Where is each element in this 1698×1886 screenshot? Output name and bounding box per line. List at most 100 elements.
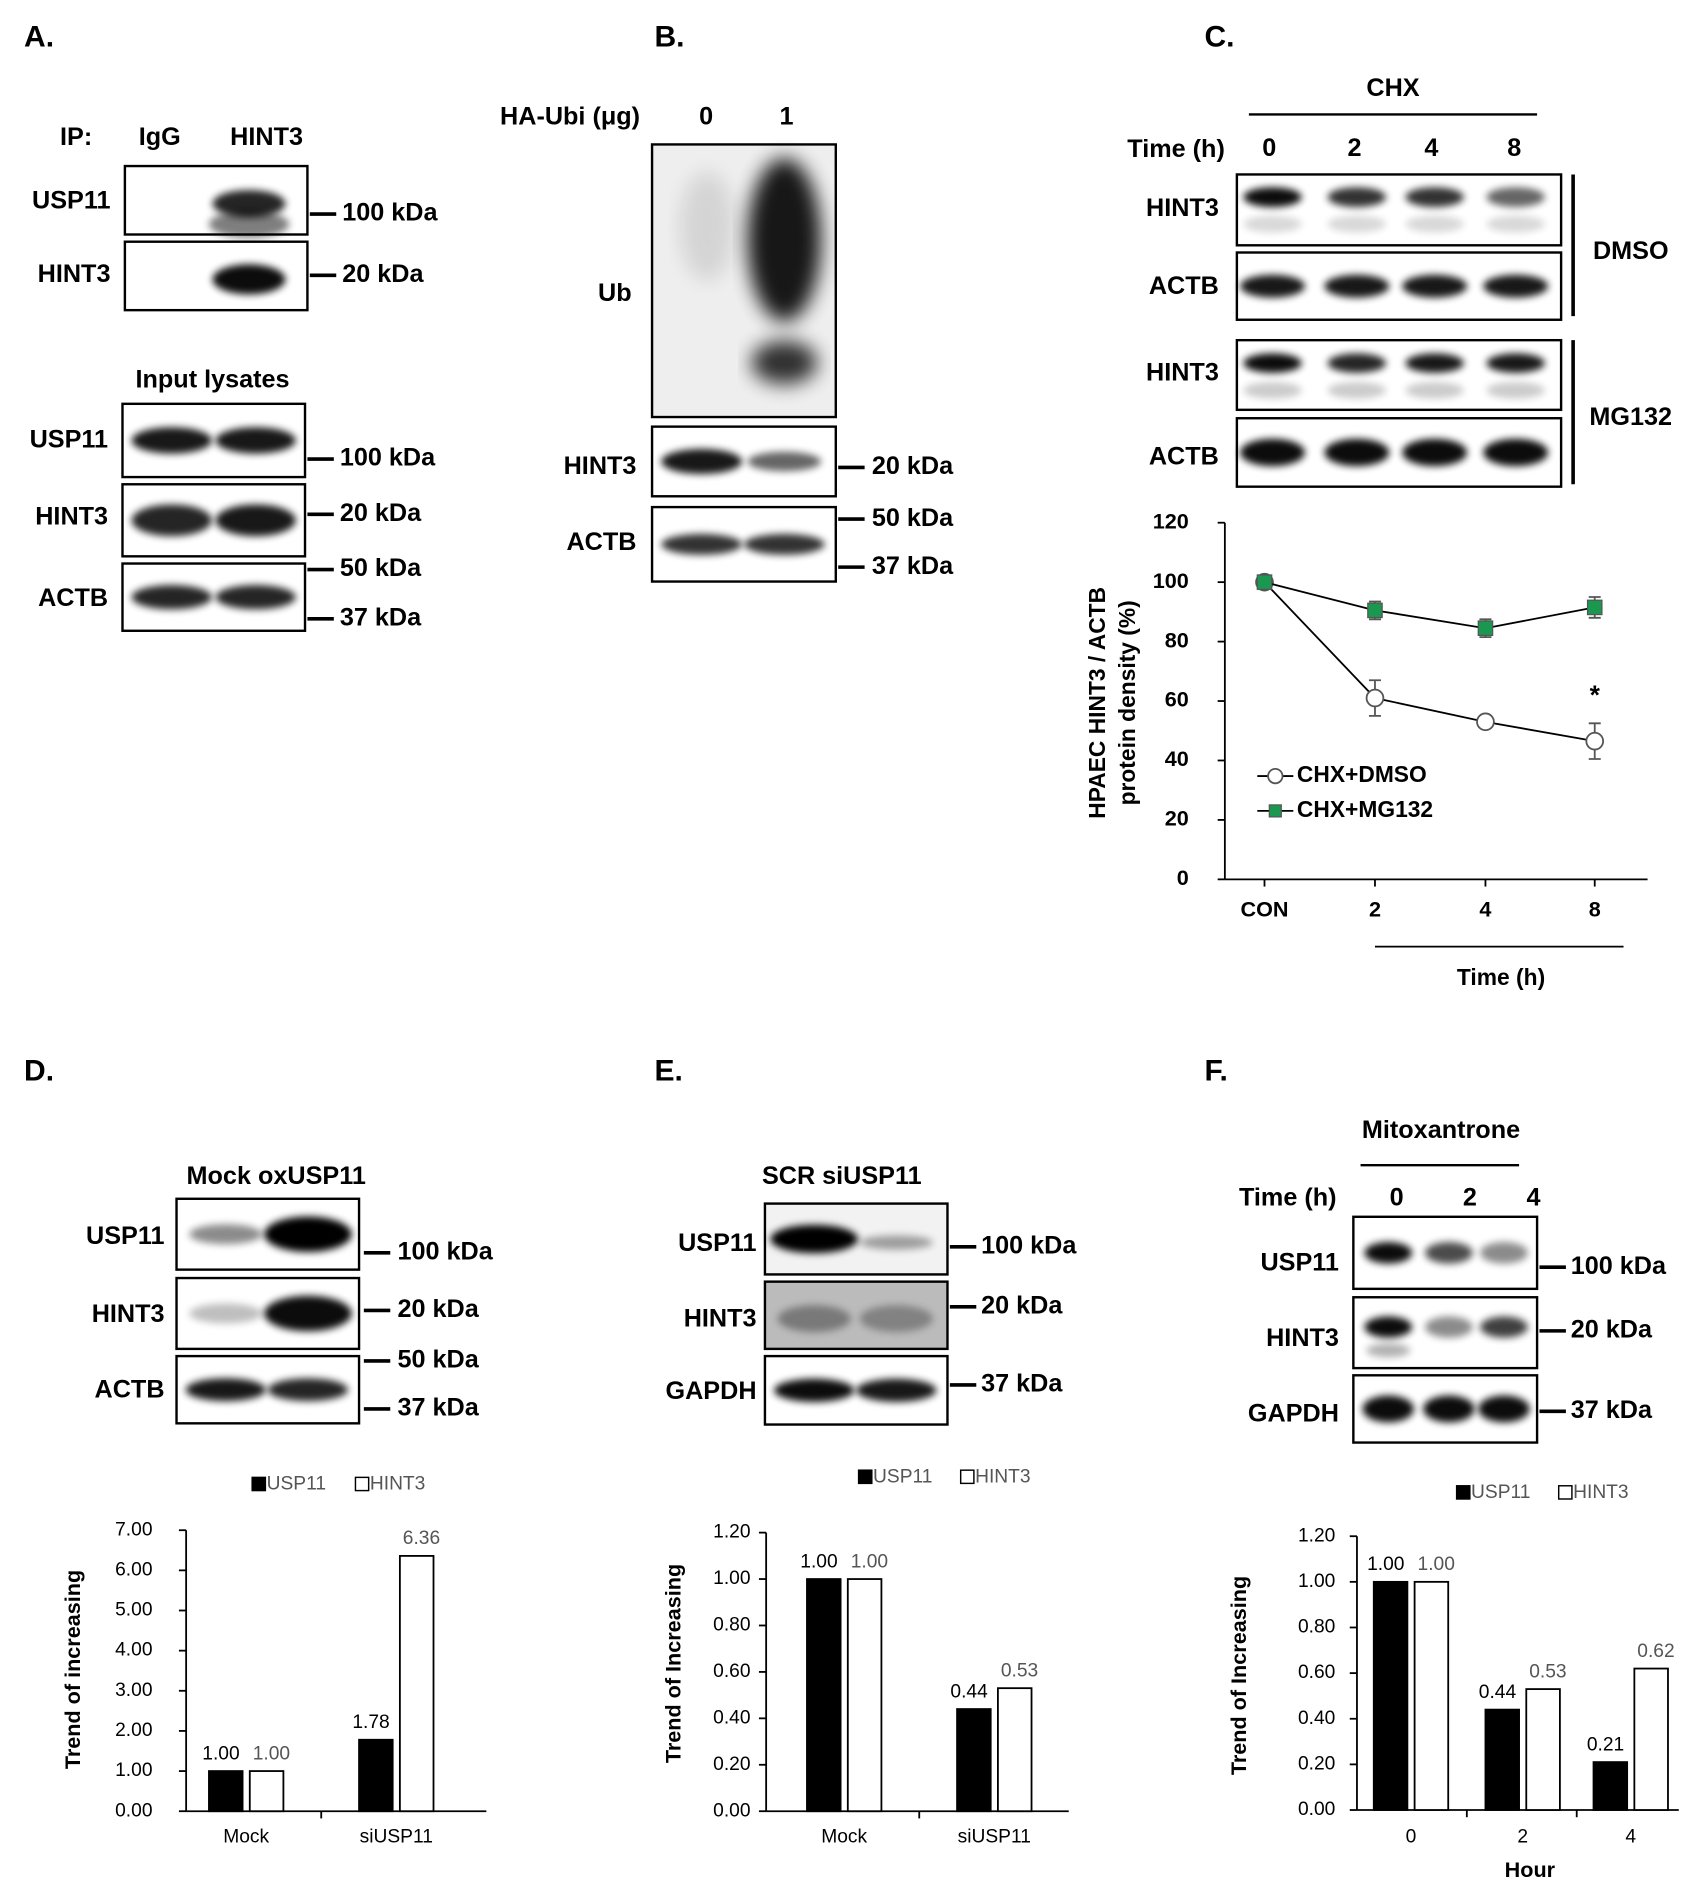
band bbox=[1243, 353, 1302, 373]
label: HINT3 bbox=[38, 260, 111, 288]
blot-frame bbox=[650, 505, 837, 583]
label: ACTB bbox=[1149, 272, 1219, 300]
value-label: 0.53 bbox=[1529, 1661, 1566, 1682]
band bbox=[1327, 187, 1387, 208]
y-tick-label: 5.00 bbox=[115, 1600, 152, 1621]
marker-label: 100 kDa bbox=[397, 1237, 493, 1265]
y-tick-label: 0.20 bbox=[713, 1754, 750, 1775]
x-tick-label: 4 bbox=[1625, 1827, 1636, 1848]
y-tick-label: 1.20 bbox=[1298, 1525, 1335, 1546]
band bbox=[661, 533, 743, 555]
y-axis-title: HPAEC HINT3 / ACTB bbox=[1084, 587, 1110, 819]
band bbox=[1486, 381, 1545, 399]
blot-frame bbox=[175, 1354, 361, 1425]
label: HINT3 bbox=[684, 1305, 757, 1333]
legend-swatch bbox=[1455, 1485, 1471, 1500]
marker-label: 50 kDa bbox=[872, 504, 954, 532]
blot-frame bbox=[650, 425, 837, 498]
blot-frame bbox=[1235, 417, 1563, 488]
marker-label: 37 kDa bbox=[397, 1394, 479, 1422]
y-axis-title: Trend of Increasing bbox=[661, 1564, 686, 1763]
band bbox=[1483, 274, 1549, 298]
band bbox=[1364, 1242, 1413, 1264]
marker-label: 20 kDa bbox=[872, 452, 954, 480]
lane-label: HINT3 bbox=[230, 123, 303, 151]
y-tick-label: 0.60 bbox=[1298, 1662, 1335, 1683]
y-tick-label: 0.00 bbox=[115, 1800, 152, 1821]
blot-frame bbox=[175, 1276, 361, 1351]
value-label: 1.00 bbox=[253, 1743, 290, 1764]
marker-label: 100 kDa bbox=[981, 1231, 1077, 1259]
y-tick-label: 6.00 bbox=[115, 1559, 152, 1580]
band bbox=[743, 533, 825, 555]
legend-marker bbox=[1267, 767, 1284, 785]
y-axis-title: Trend of increasing bbox=[60, 1570, 85, 1769]
band bbox=[212, 190, 286, 218]
band bbox=[215, 504, 296, 537]
band bbox=[1364, 1316, 1413, 1338]
bar bbox=[208, 1770, 244, 1813]
band bbox=[189, 1303, 263, 1324]
lane-label: 0 bbox=[699, 103, 713, 131]
value-label: 1.00 bbox=[1418, 1554, 1455, 1575]
band bbox=[1480, 1316, 1528, 1338]
y-tick-label: 4.00 bbox=[115, 1640, 152, 1661]
y-tick-label: 0.00 bbox=[713, 1800, 750, 1821]
y-tick-label: 7.00 bbox=[115, 1519, 152, 1540]
y-tick-label: 1.00 bbox=[115, 1760, 152, 1781]
group-label: DMSO bbox=[1593, 237, 1669, 265]
x-tick-label: CON bbox=[1240, 896, 1288, 921]
value-label: 1.78 bbox=[352, 1712, 389, 1733]
blot-frame bbox=[1235, 251, 1563, 321]
ip-label: IP: bbox=[60, 123, 92, 151]
label: HINT3 bbox=[92, 1300, 165, 1328]
band bbox=[1480, 1242, 1528, 1264]
y-tick-label: 0.00 bbox=[1298, 1799, 1335, 1820]
band bbox=[212, 264, 286, 295]
marker-label: 100 kDa bbox=[342, 199, 438, 227]
marker-label: 37 kDa bbox=[340, 603, 422, 631]
y-tick-label: 1.00 bbox=[1298, 1571, 1335, 1592]
blot bbox=[1236, 174, 1562, 246]
lane-label: 4 bbox=[1424, 134, 1438, 162]
label: ACTB bbox=[566, 528, 636, 556]
band bbox=[856, 1378, 937, 1402]
bar bbox=[846, 1578, 883, 1813]
value-label: 1.00 bbox=[851, 1551, 888, 1572]
marker-label: 20 kDa bbox=[342, 260, 424, 288]
label: CHX bbox=[1366, 74, 1419, 102]
label: USP11 bbox=[86, 1222, 164, 1250]
band bbox=[131, 585, 212, 610]
legend-label: USP11 bbox=[267, 1474, 326, 1495]
band bbox=[185, 1378, 266, 1402]
x-tick-label: 2 bbox=[1369, 896, 1381, 921]
blot-frame bbox=[650, 143, 837, 419]
band bbox=[777, 1305, 851, 1333]
x-tick-label: siUSP11 bbox=[360, 1827, 433, 1848]
legend-swatch bbox=[959, 1469, 975, 1485]
band bbox=[859, 1235, 933, 1250]
band bbox=[1402, 274, 1468, 298]
y-tick-label: 120 bbox=[1153, 508, 1189, 533]
legend-swatch bbox=[1557, 1485, 1573, 1500]
label: ACTB bbox=[38, 584, 108, 612]
blot-frame bbox=[1352, 1215, 1539, 1291]
legend-swatch bbox=[251, 1476, 267, 1492]
label: GAPDH bbox=[1248, 1400, 1339, 1428]
band bbox=[1324, 274, 1390, 298]
y-tick-label: 3.00 bbox=[115, 1680, 152, 1701]
legend-swatch bbox=[857, 1469, 873, 1485]
bar bbox=[358, 1738, 394, 1813]
band bbox=[679, 171, 735, 281]
label: Mock oxUSP11 bbox=[187, 1162, 366, 1190]
band bbox=[267, 1378, 349, 1402]
band bbox=[215, 427, 296, 454]
label: Time (h) bbox=[1239, 1183, 1337, 1211]
value-label: 1.00 bbox=[800, 1551, 837, 1572]
label: HINT3 bbox=[35, 503, 108, 531]
bar bbox=[1592, 1761, 1629, 1811]
legend-label: HINT3 bbox=[370, 1474, 425, 1495]
band bbox=[1423, 1395, 1475, 1423]
blot-frame bbox=[1352, 1296, 1539, 1370]
band bbox=[1362, 1395, 1414, 1423]
